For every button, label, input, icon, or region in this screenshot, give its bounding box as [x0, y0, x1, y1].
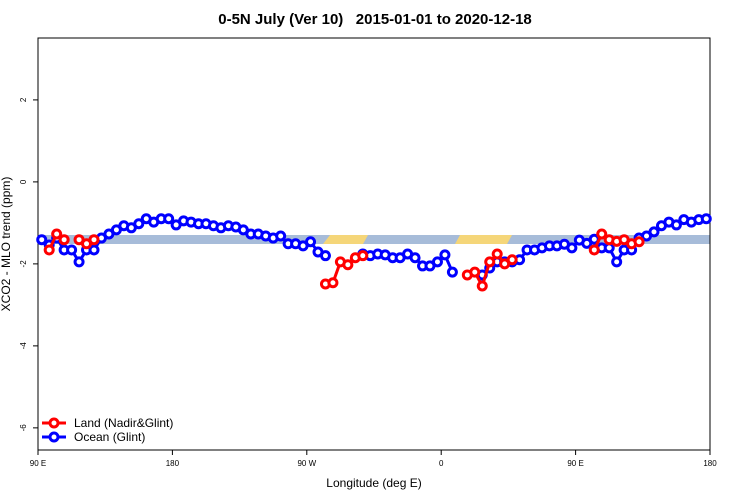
- data-point: [43, 244, 55, 256]
- data-point: [36, 234, 48, 246]
- land-band: [323, 235, 368, 244]
- data-point: [319, 250, 331, 262]
- y-axis-label: XCO2 - MLO trend (ppm): [0, 177, 13, 312]
- legend-label: Ocean (Glint): [74, 430, 145, 444]
- data-point: [88, 244, 100, 256]
- data-point: [88, 234, 100, 246]
- x-tick-label: 90 E: [567, 459, 583, 468]
- x-tick-label: 180: [166, 459, 180, 468]
- x-axis-label: Longitude (deg E): [326, 476, 421, 490]
- data-point: [357, 250, 369, 262]
- data-point: [133, 218, 145, 230]
- data-point: [633, 236, 645, 248]
- data-point: [327, 277, 339, 289]
- data-point: [66, 244, 78, 256]
- legend-marker: [48, 431, 60, 443]
- legend-label: Land (Nadir&Glint): [74, 416, 173, 430]
- data-point: [58, 234, 70, 246]
- x-tick-label: 90 W: [297, 459, 316, 468]
- data-point: [446, 266, 458, 278]
- data-point: [431, 256, 443, 268]
- y-tick-label: 2: [19, 97, 28, 102]
- data-point: [275, 230, 287, 242]
- y-tick-label: -6: [19, 424, 28, 432]
- x-tick-label: 90 E: [30, 459, 46, 468]
- legend-item: Ocean (Glint): [42, 430, 145, 444]
- data-point: [73, 256, 85, 268]
- data-point: [491, 248, 503, 260]
- x-tick-label: 0: [439, 459, 444, 468]
- data-point: [51, 228, 63, 240]
- data-point: [439, 249, 451, 261]
- data-point: [670, 219, 682, 231]
- data-point: [611, 256, 623, 268]
- x-tick-label: 180: [703, 459, 717, 468]
- chart-title: 0-5N July (Ver 10) 2015-01-01 to 2020-12…: [218, 11, 532, 28]
- data-point: [700, 213, 712, 225]
- data-point: [588, 244, 600, 256]
- data-point: [342, 259, 354, 271]
- data-point: [409, 252, 421, 264]
- data-point: [506, 254, 518, 266]
- data-point: [596, 228, 608, 240]
- data-point: [305, 236, 317, 248]
- data-point: [648, 226, 660, 238]
- plot-frame: [37, 37, 711, 451]
- land-band: [455, 235, 512, 244]
- legend-marker: [48, 417, 60, 429]
- legend-item: Land (Nadir&Glint): [42, 416, 173, 430]
- y-tick-label: -4: [19, 342, 28, 350]
- data-point: [469, 266, 481, 278]
- data-point: [163, 213, 175, 225]
- y-tick-label: 0: [19, 179, 28, 184]
- data-point: [566, 242, 578, 254]
- y-tick-label: -2: [19, 260, 28, 268]
- data-point: [476, 280, 488, 292]
- data-point: [484, 256, 496, 268]
- surface-band: [38, 235, 710, 244]
- ocean-band: [38, 235, 710, 244]
